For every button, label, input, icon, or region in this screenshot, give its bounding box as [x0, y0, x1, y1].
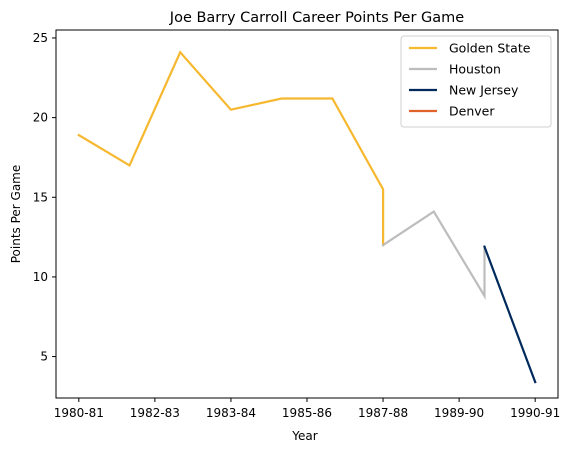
legend-box: [400, 35, 552, 128]
x-tick-label: 1983-84: [206, 406, 256, 420]
y-tick-label: 5: [40, 350, 48, 364]
x-axis-ticks: 1980-81 1982-83 1983-84 1985-86 1987-88 1989-…: [54, 398, 560, 420]
x-tick-label: 1987-88: [358, 406, 408, 420]
legend-label: Denver: [449, 104, 495, 119]
y-tick-label: 15: [33, 190, 48, 204]
y-tick-label: 10: [33, 270, 48, 284]
x-tick-label: 1980-81: [54, 406, 104, 420]
x-tick-label: 1989-90: [434, 406, 484, 420]
legend: Golden State Houston New Jersey Denver: [400, 35, 552, 128]
series-line-new-jersey: [483, 245, 537, 384]
series-layer: [77, 50, 537, 384]
x-tick-label: 1982-83: [130, 406, 180, 420]
y-axis-ticks: 5 10 15 20 25: [33, 31, 56, 364]
legend-label: Golden State: [449, 41, 531, 56]
series-line-houston: [381, 210, 486, 300]
chart-title: Joe Barry Carroll Career Points Per Game: [169, 10, 464, 26]
legend-label: Houston: [449, 62, 501, 77]
y-tick-label: 25: [33, 31, 48, 45]
x-axis-label: Year: [291, 429, 317, 443]
series-line-golden-state: [77, 50, 385, 247]
legend-label: New Jersey: [449, 83, 519, 98]
x-tick-label: 1990-91: [510, 406, 560, 420]
x-tick-label: 1985-86: [282, 406, 332, 420]
y-axis-label: Points Per Game: [9, 165, 23, 264]
y-tick-label: 20: [33, 111, 48, 125]
